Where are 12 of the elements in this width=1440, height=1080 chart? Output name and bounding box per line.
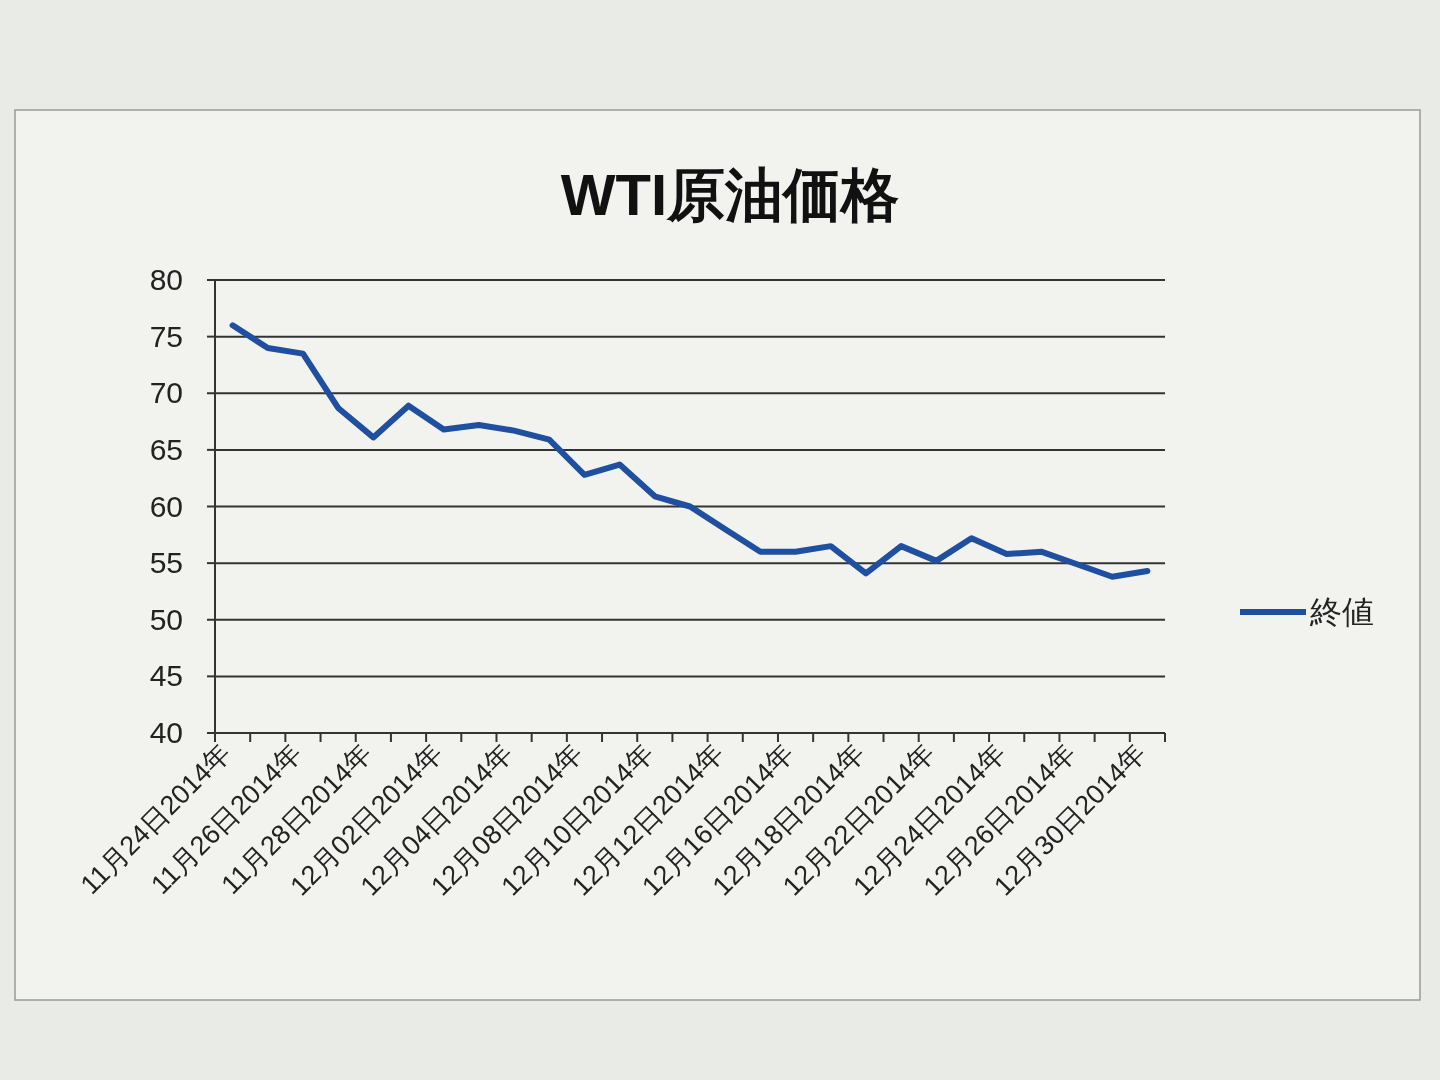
y-tick-label: 80	[149, 263, 183, 296]
chart-title: WTI原油価格	[560, 162, 900, 227]
y-tick-label: 55	[149, 546, 183, 580]
y-tick-label: 70	[149, 376, 183, 410]
y-tick-label: 65	[149, 432, 183, 466]
legend-label: 終値	[1309, 594, 1374, 630]
y-tick-label: 40	[149, 716, 183, 749]
y-tick-label: 45	[149, 659, 183, 693]
y-tick-label: 50	[149, 602, 183, 636]
y-tick-label: 75	[149, 319, 183, 353]
y-tick-label: 60	[149, 489, 183, 523]
legend: 終値	[1240, 594, 1374, 630]
